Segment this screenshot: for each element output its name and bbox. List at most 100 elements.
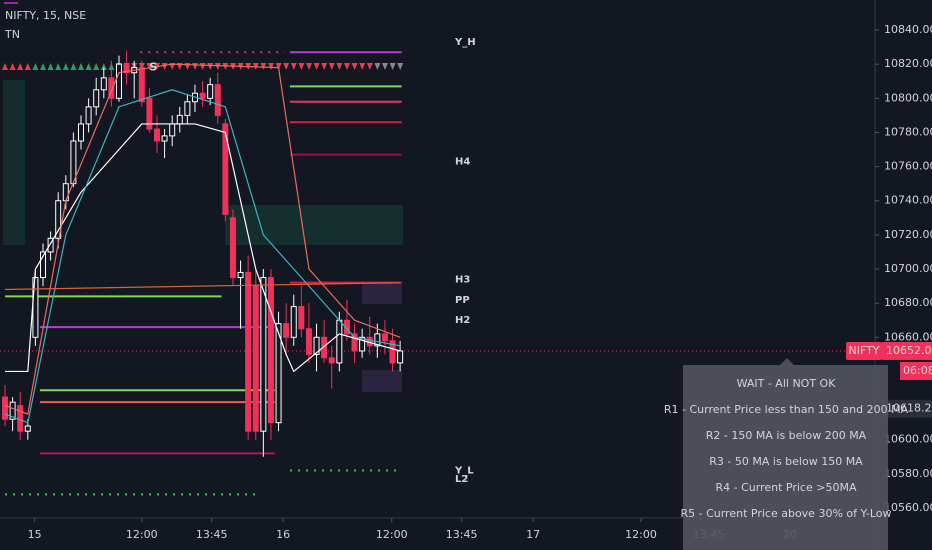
candle-body (237, 271, 244, 279)
symbol-tag-label: NIFTY (848, 344, 879, 357)
y-tick-label: 10580.00 (884, 467, 932, 480)
candle-body (397, 350, 404, 364)
x-tick-label: 12:00 (376, 528, 408, 541)
pivot-label: H4 (455, 156, 470, 167)
pivot-label: Y_H (454, 37, 476, 48)
signal-triangle (55, 63, 62, 70)
ma-line (5, 282, 401, 291)
y-tick-label: 10800.00 (884, 91, 932, 104)
info-line: R4 - Current Price >50MA (716, 481, 857, 494)
candle-body (328, 357, 335, 364)
candle-body (298, 306, 305, 330)
signal-triangle (283, 63, 290, 70)
x-tick-label: 13:45 (196, 528, 228, 541)
signal-triangle (85, 63, 92, 70)
y-tick-label: 10700.00 (884, 262, 932, 275)
candle-body (321, 336, 328, 359)
signal-label: S (149, 61, 157, 74)
signal-triangle (40, 63, 46, 70)
signal-triangle (336, 63, 343, 70)
candle-body (115, 63, 122, 99)
marker-tag (882, 399, 932, 418)
candle-body (47, 237, 54, 253)
candle-body (108, 77, 115, 99)
x-tick-label: 17 (526, 528, 540, 541)
ma-line (4, 89, 401, 424)
signal-triangle (260, 63, 267, 70)
zone (225, 205, 403, 245)
ma-line (5, 123, 401, 373)
signal-triangle (207, 63, 214, 70)
signal-triangle (47, 63, 54, 70)
x-tick-label: 12:00 (126, 528, 158, 541)
candle-body (290, 306, 297, 338)
signal-triangle (366, 63, 373, 70)
candle-body (374, 333, 381, 347)
candle-body (381, 333, 388, 342)
zone (3, 80, 25, 245)
y-tick-label: 10560.00 (884, 501, 932, 514)
signal-triangle (359, 63, 366, 70)
pivot-label: H3 (455, 274, 470, 285)
pivot-label: PP (455, 295, 470, 306)
candle-body (17, 405, 24, 432)
candle-body (305, 328, 312, 355)
signal-triangle (100, 63, 107, 70)
chart-title: NIFTY, 15, NSE (5, 9, 86, 22)
zone (362, 370, 402, 392)
candle-body (267, 277, 274, 424)
signal-triangle (62, 63, 69, 70)
countdown-label: 06:08 (903, 364, 932, 377)
candle-body (343, 319, 350, 335)
signal-triangle (78, 63, 84, 70)
candle-body (222, 123, 229, 215)
candle-body (40, 251, 47, 279)
signal-triangle (275, 63, 282, 70)
candle-body (93, 89, 100, 108)
signal-triangle (313, 63, 320, 70)
price-tag-label: 10652.00 (886, 344, 932, 357)
signal-triangle (17, 63, 24, 70)
pivot-label: H2 (455, 315, 470, 326)
signal-triangle (222, 63, 229, 70)
candle-body (229, 217, 236, 279)
info-line: WAIT - All NOT OK (737, 377, 837, 390)
signal-triangle (93, 63, 100, 70)
signal-triangle (351, 63, 358, 70)
signal-triangle (374, 63, 381, 70)
candle-body (283, 323, 290, 338)
y-tick-label: 10820.00 (884, 57, 932, 70)
signal-triangle (2, 63, 8, 70)
x-tick-label: 16 (276, 528, 290, 541)
info-line: R2 - 150 MA is below 200 MA (706, 429, 867, 442)
signal-triangle (290, 63, 297, 70)
candle-body (100, 77, 107, 91)
candle-body (207, 84, 214, 99)
signal-triangle (214, 63, 221, 70)
candle-body (336, 319, 343, 364)
pivot-label: Y_L (454, 465, 474, 476)
candle-body (199, 92, 206, 99)
price-tag (882, 341, 932, 360)
candle-body (138, 67, 145, 103)
candle-body (24, 425, 31, 432)
info-line: R3 - 50 MA is below 150 MA (709, 455, 863, 468)
info-line: R5 - Current Price above 30% of Y-Low (680, 507, 891, 520)
ma-line (4, 63, 401, 415)
signal-triangle (344, 63, 350, 70)
candle-body (359, 336, 366, 352)
candle-body (153, 128, 160, 142)
candle-body (62, 183, 69, 202)
y-tick-label: 10660.00 (884, 330, 932, 343)
signal-triangle (306, 63, 312, 70)
candle-body (313, 336, 320, 355)
signal-triangle (146, 63, 153, 70)
candle-body (260, 277, 267, 432)
candle-body (275, 323, 282, 424)
y-tick-label: 10740.00 (884, 194, 932, 207)
candle-body (176, 114, 183, 125)
signal-triangle (9, 63, 16, 70)
candle-body (184, 101, 191, 116)
candle-body (85, 106, 92, 125)
